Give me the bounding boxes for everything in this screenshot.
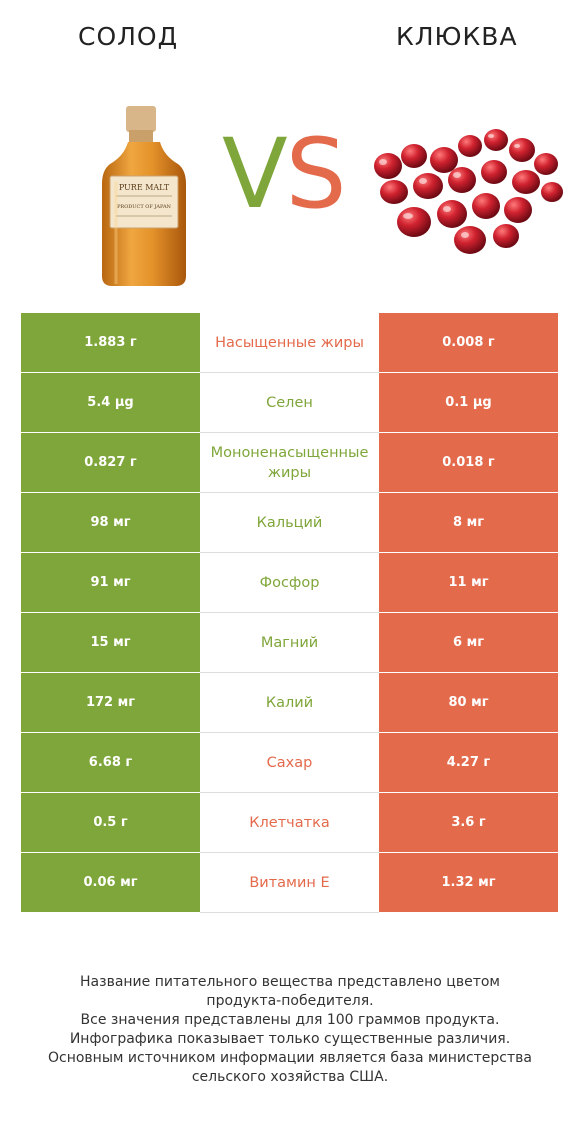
comparison-table: 1.883 г Насыщенные жиры 0.008 г 5.4 µg Селен… xyxy=(21,313,558,913)
left-product-title: СОЛОД xyxy=(78,22,179,51)
nutrient-name: Сахар xyxy=(200,733,379,793)
footer-notes: Название питательного вещества представл… xyxy=(20,973,560,1087)
nutrient-name: Мононенасыщенные жиры xyxy=(200,433,379,493)
footer-line: сельского хозяйства США. xyxy=(191,1069,389,1085)
vs-label: VS xyxy=(222,118,347,230)
right-value: 11 мг xyxy=(379,553,558,613)
malt-bottle-image: PURE MALT PRODUCT OF JAPAN xyxy=(102,106,186,286)
left-value: 5.4 µg xyxy=(21,373,200,433)
cranberries-image xyxy=(374,129,563,254)
right-value: 0.1 µg xyxy=(379,373,558,433)
left-value: 0.827 г xyxy=(21,433,200,493)
table-row: 0.5 г Клетчатка 3.6 г xyxy=(21,793,558,853)
right-value: 1.32 мг xyxy=(379,853,558,913)
nutrient-name: Фосфор xyxy=(200,553,379,613)
left-value: 98 мг xyxy=(21,493,200,553)
footer-line: Все значения представлены для 100 граммо… xyxy=(80,1012,500,1028)
right-value: 8 мг xyxy=(379,493,558,553)
table-row: 6.68 г Сахар 4.27 г xyxy=(21,733,558,793)
nutrient-name: Кальций xyxy=(200,493,379,553)
left-value: 91 мг xyxy=(21,553,200,613)
bottle-label-line1: PURE MALT xyxy=(119,183,170,192)
table-row: 98 мг Кальций 8 мг xyxy=(21,493,558,553)
right-value: 0.018 г xyxy=(379,433,558,493)
footer-line: Название питательного вещества представл… xyxy=(80,974,500,990)
footer-line: Инфографика показывает только существенн… xyxy=(69,1031,511,1047)
nutrient-name: Клетчатка xyxy=(200,793,379,853)
footer-line: продукта-победителя. xyxy=(206,993,374,1009)
nutrient-name: Магний xyxy=(200,613,379,673)
right-value: 3.6 г xyxy=(379,793,558,853)
bottle-label-line2: PRODUCT OF JAPAN xyxy=(117,204,171,210)
right-value: 80 мг xyxy=(379,673,558,733)
left-value: 15 мг xyxy=(21,613,200,673)
left-value: 6.68 г xyxy=(21,733,200,793)
table-row: 0.827 г Мононенасыщенные жиры 0.018 г xyxy=(21,433,558,493)
footer-line: Основным источником информации является … xyxy=(48,1050,532,1066)
nutrient-name: Насыщенные жиры xyxy=(200,313,379,373)
table-row: 0.06 мг Витамин E 1.32 мг xyxy=(21,853,558,913)
nutrient-name: Калий xyxy=(200,673,379,733)
table-row: 1.883 г Насыщенные жиры 0.008 г xyxy=(21,313,558,373)
table-row: 172 мг Калий 80 мг xyxy=(21,673,558,733)
nutrient-name: Витамин E xyxy=(200,853,379,913)
right-product-title: КЛЮКВА xyxy=(396,22,518,51)
table-row: 91 мг Фосфор 11 мг xyxy=(21,553,558,613)
left-value: 0.06 мг xyxy=(21,853,200,913)
table-row: 5.4 µg Селен 0.1 µg xyxy=(21,373,558,433)
left-value: 0.5 г xyxy=(21,793,200,853)
right-value: 4.27 г xyxy=(379,733,558,793)
nutrient-name: Селен xyxy=(200,373,379,433)
table-row: 15 мг Магний 6 мг xyxy=(21,613,558,673)
left-value: 1.883 г xyxy=(21,313,200,373)
right-value: 0.008 г xyxy=(379,313,558,373)
right-value: 6 мг xyxy=(379,613,558,673)
left-value: 172 мг xyxy=(21,673,200,733)
